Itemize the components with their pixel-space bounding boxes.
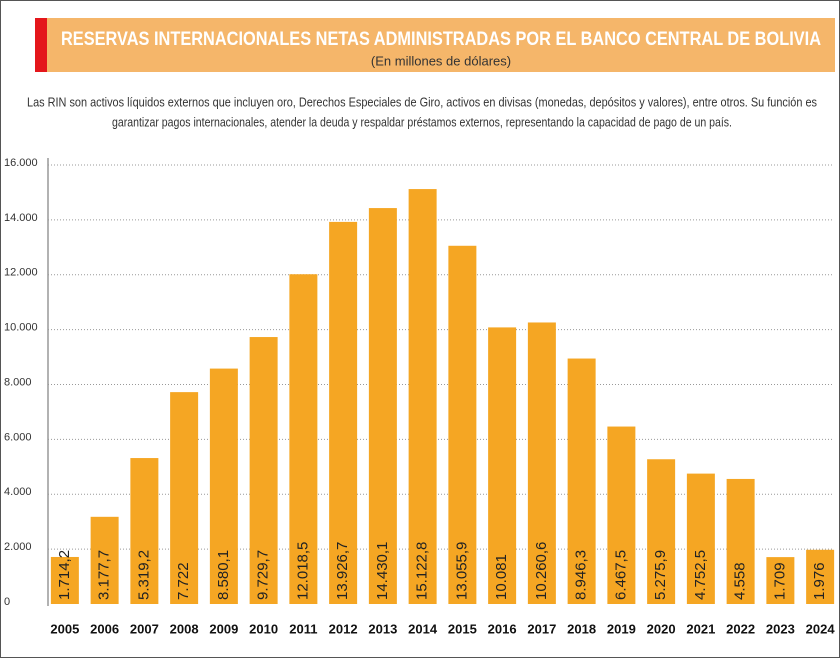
- x-tick-label: 2005: [50, 621, 79, 636]
- value-label: 5.319,2: [135, 550, 152, 600]
- description: Las RIN son activos líquidos externos qu…: [27, 94, 817, 109]
- x-tick-label: 2013: [368, 621, 397, 636]
- x-tick-label: 2017: [527, 621, 556, 636]
- bar: [766, 557, 795, 604]
- value-label: 7.722: [175, 562, 192, 600]
- title-accent: [35, 18, 47, 72]
- bar: [448, 245, 477, 604]
- x-tick-label: 2007: [130, 621, 159, 636]
- bar: [806, 549, 835, 604]
- bar: [50, 556, 79, 604]
- y-tick-label: 10.000: [4, 322, 38, 334]
- value-label: 5.275,9: [652, 550, 669, 600]
- x-tick-label: 2014: [408, 621, 438, 636]
- bar: [289, 274, 318, 604]
- y-tick-label: 16.000: [4, 157, 38, 169]
- title-banner: [35, 18, 835, 72]
- value-label: 14.430,1: [374, 542, 391, 600]
- x-tick-label: 2019: [607, 621, 636, 636]
- value-label: 6.467,5: [612, 550, 629, 600]
- y-tick-label: 14.000: [4, 212, 38, 224]
- bar: [408, 189, 437, 604]
- bar: [90, 516, 119, 604]
- value-label: 10.081: [493, 554, 510, 600]
- x-tick-label: 2023: [766, 621, 795, 636]
- bar: [209, 368, 238, 604]
- chart-title: RESERVAS INTERNACIONALES NETAS ADMINISTR…: [61, 29, 821, 50]
- bar: [527, 322, 556, 604]
- value-label: 1.714,2: [56, 550, 73, 600]
- bar: [686, 473, 715, 604]
- bar: [488, 327, 517, 604]
- bar: [607, 426, 636, 604]
- y-tick-label: 2.000: [4, 541, 32, 553]
- bar: [130, 458, 159, 604]
- value-label: 4.558: [732, 562, 749, 600]
- description: garantizar pagos internacionales, atende…: [112, 114, 732, 129]
- chart-subtitle: (En millones de dólares): [371, 53, 511, 68]
- value-label: 1.976: [811, 562, 828, 600]
- value-label: 13.926,7: [334, 542, 351, 600]
- value-label: 15.122,8: [414, 542, 431, 600]
- value-label: 12.018,5: [294, 542, 311, 600]
- y-tick-label: 8.000: [4, 376, 32, 388]
- x-tick-label: 2015: [448, 621, 477, 636]
- value-label: 4.752,5: [692, 550, 709, 600]
- value-label: 13.055,9: [453, 542, 470, 600]
- bar: [647, 459, 676, 604]
- x-tick-label: 2012: [329, 621, 358, 636]
- y-tick-label: 12.000: [4, 267, 38, 279]
- bar: [726, 478, 755, 604]
- x-tick-label: 2008: [170, 621, 199, 636]
- x-tick-label: 2022: [726, 621, 755, 636]
- y-tick-label: 4.000: [4, 486, 32, 498]
- x-tick-label: 2018: [567, 621, 596, 636]
- x-tick-label: 2009: [209, 621, 238, 636]
- bar: [249, 337, 278, 604]
- x-tick-label: 2010: [249, 621, 278, 636]
- value-label: 8.946,3: [573, 550, 590, 600]
- value-label: 10.260,6: [533, 542, 550, 600]
- bar: [368, 208, 397, 604]
- bar: [170, 392, 199, 604]
- value-label: 3.177,7: [96, 550, 113, 600]
- x-tick-label: 2021: [686, 621, 715, 636]
- x-tick-label: 2016: [488, 621, 517, 636]
- x-tick-label: 2020: [647, 621, 676, 636]
- bar: [329, 221, 358, 604]
- x-tick-label: 2024: [806, 621, 836, 636]
- y-tick-label: 0: [4, 596, 10, 608]
- value-label: 1.709: [771, 562, 788, 600]
- bar: [567, 358, 596, 604]
- value-label: 9.729,7: [255, 550, 272, 600]
- x-tick-label: 2011: [289, 621, 317, 636]
- x-tick-label: 2006: [90, 621, 119, 636]
- y-tick-label: 6.000: [4, 431, 32, 443]
- value-label: 8.580,1: [215, 550, 232, 600]
